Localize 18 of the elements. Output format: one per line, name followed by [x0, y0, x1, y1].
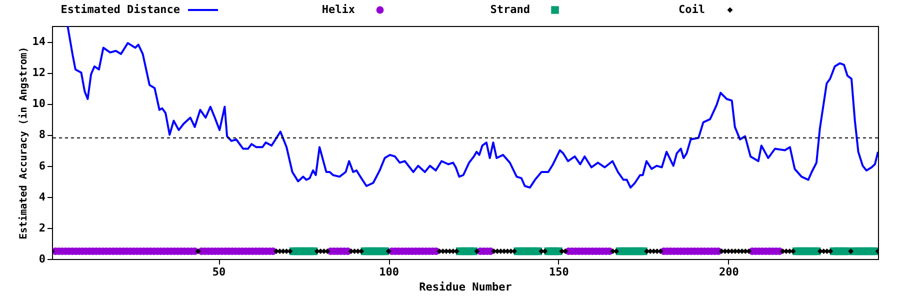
y-tick-label: 12	[32, 66, 46, 80]
x-tick-label: 100	[379, 266, 399, 278]
y-tick-label: 4	[38, 190, 46, 204]
y-tick-label: 8	[38, 128, 46, 142]
y-tick-label: 6	[38, 159, 46, 172]
legend-label: Strand	[490, 3, 530, 16]
legend-label: Coil	[678, 3, 705, 16]
x-tick-label: 50	[212, 266, 226, 278]
y-tick-label: 10	[32, 97, 46, 110]
y-axis-title: Estimated Accuracy (in Angstrom)	[17, 46, 30, 240]
legend-label: Helix	[322, 3, 356, 16]
y-tick-label: 2	[38, 221, 46, 234]
legend-label: Estimated Distance	[60, 3, 180, 16]
y-tick-label: 0	[38, 252, 46, 266]
x-axis-title: Residue Number	[419, 280, 512, 294]
x-tick-label: 200	[719, 266, 739, 278]
x-tick-label: 150	[549, 266, 569, 278]
y-tick-label: 14	[32, 35, 46, 48]
